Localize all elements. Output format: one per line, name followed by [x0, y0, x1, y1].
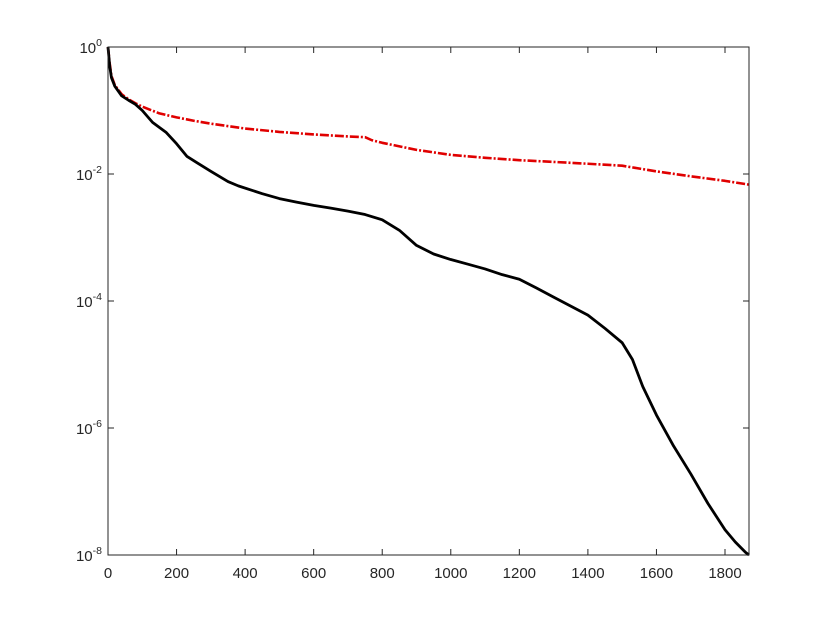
y-tick-base: 10: [76, 548, 93, 565]
y-tick-label: 100: [79, 37, 102, 57]
y-tick-exponent: 0: [96, 37, 102, 49]
x-tick-label: 1000: [434, 565, 467, 582]
x-axis: 0 200 400 600 800 1000 1200 1400 1600 1800: [104, 47, 742, 582]
series-line-2: [106, 46, 750, 557]
y-tick-base: 10: [76, 294, 93, 311]
y-tick-exponent: -8: [93, 545, 102, 557]
y-tick-exponent: -4: [93, 291, 102, 303]
series-lines: [106, 46, 750, 557]
x-tick-label: 600: [301, 565, 326, 582]
y-tick-label: 10-2: [76, 164, 102, 184]
x-tick-label: 1600: [640, 565, 673, 582]
plot-background: [108, 47, 749, 555]
x-tick-label: 1200: [503, 565, 536, 582]
y-tick-exponent: -2: [93, 164, 102, 176]
y-tick-base: 10: [79, 40, 96, 57]
y-tick-label: 10-4: [76, 291, 102, 311]
x-tick-label: 1800: [708, 565, 741, 582]
y-tick-label: 10-8: [76, 545, 102, 565]
y-tick-label: 10-6: [76, 418, 102, 438]
y-tick-exponent: -6: [93, 418, 102, 430]
plot-area: [108, 47, 749, 555]
x-tick-label: 400: [233, 565, 258, 582]
y-tick-base: 10: [76, 421, 93, 438]
x-tick-label: 1400: [571, 565, 604, 582]
x-tick-label: 200: [164, 565, 189, 582]
x-tick-label: 0: [104, 565, 112, 582]
x-tick-label: 800: [370, 565, 395, 582]
y-tick-base: 10: [76, 167, 93, 184]
